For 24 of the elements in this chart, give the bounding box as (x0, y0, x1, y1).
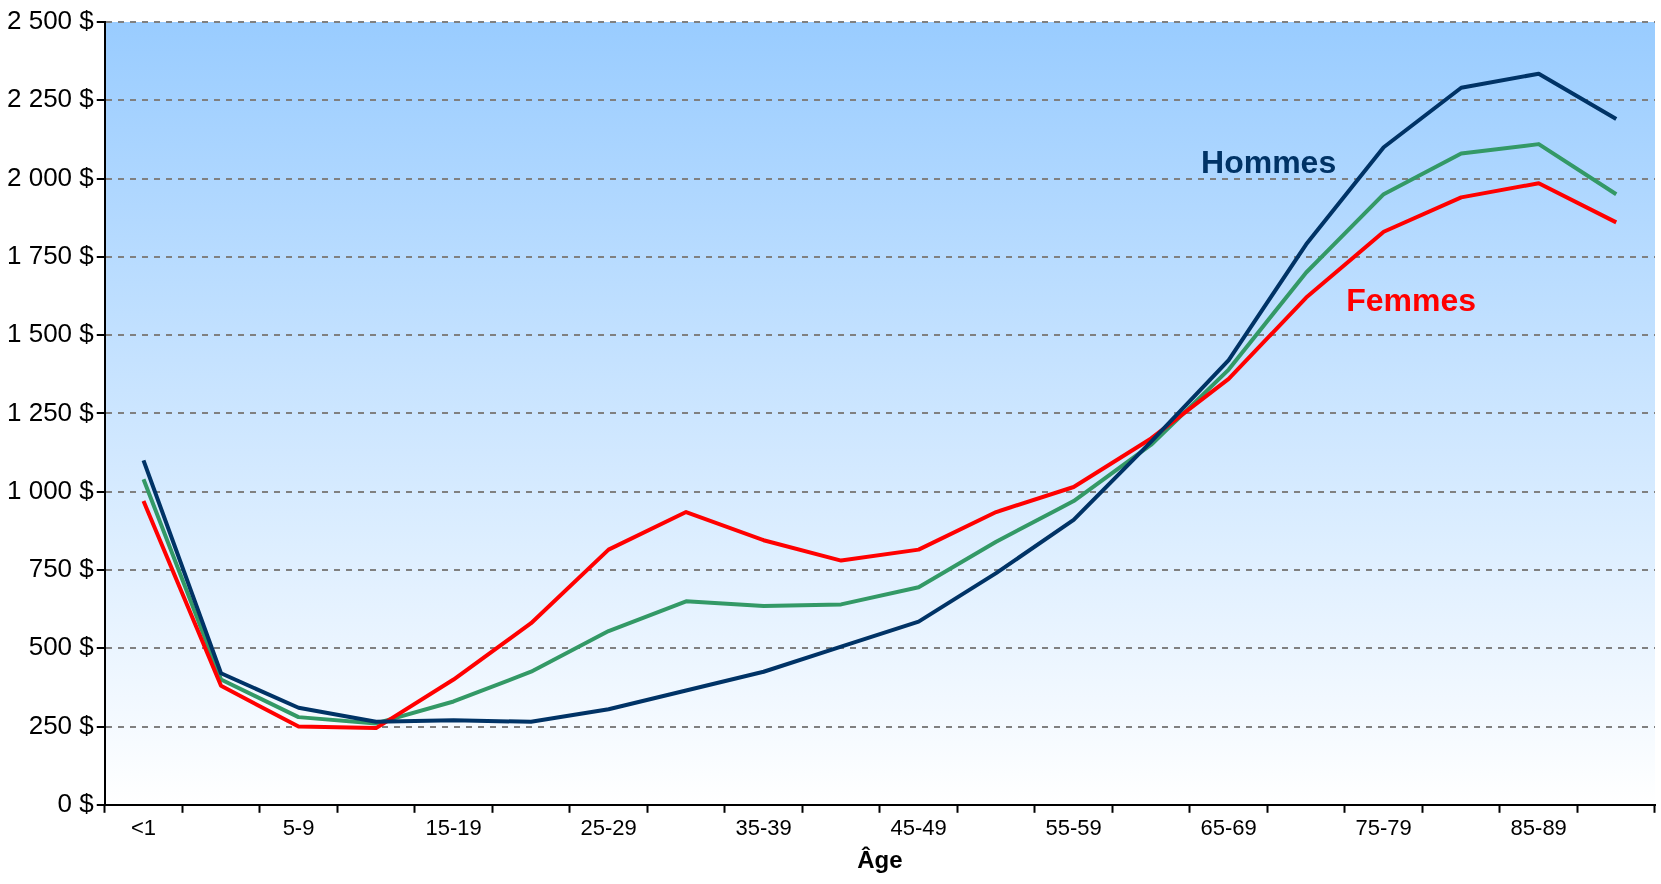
y-tick-label: 1 750 $ (7, 240, 95, 271)
x-tick-label: 45-49 (890, 815, 947, 841)
x-tick-label: 65-69 (1200, 815, 1257, 841)
x-tick-label: 85-89 (1510, 815, 1567, 841)
x-tick-label: <1 (130, 815, 157, 841)
y-tick-label: 0 $ (57, 787, 95, 818)
y-tick-label: 2 500 $ (7, 5, 95, 36)
x-tick-label: 55-59 (1045, 815, 1102, 841)
y-tick-label: 1 500 $ (7, 318, 95, 349)
y-tick-label: 2 250 $ (7, 83, 95, 114)
x-tick-label: 35-39 (735, 815, 792, 841)
x-tick-label: 25-29 (580, 815, 637, 841)
x-tick-label: 5-9 (282, 815, 315, 841)
y-tick-label: 250 $ (28, 709, 95, 740)
x-axis-title: Âge (857, 846, 903, 874)
x-tick-label: 75-79 (1355, 815, 1412, 841)
y-tick-label: 1 000 $ (7, 474, 95, 505)
x-tick-label: 15-19 (425, 815, 482, 841)
series-label: Femmes (1346, 282, 1477, 319)
y-tick-label: 750 $ (28, 553, 95, 584)
y-tick-label: 1 250 $ (7, 396, 95, 427)
y-tick-label: 2 000 $ (7, 161, 95, 192)
series-label: Hommes (1201, 144, 1337, 181)
y-tick-label: 500 $ (28, 631, 95, 662)
